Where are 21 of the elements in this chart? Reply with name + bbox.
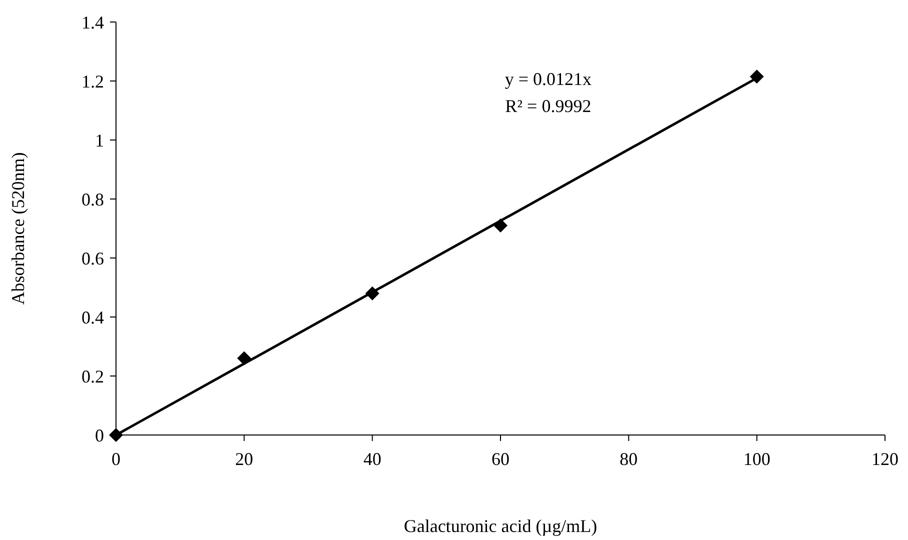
x-tick-label: 120 <box>872 449 898 469</box>
x-tick-label: 100 <box>743 449 770 469</box>
y-axis-title: Absorbance (520nm) <box>8 152 28 305</box>
y-tick-label: 1.2 <box>82 71 104 92</box>
annotation: y = 0.0121x <box>504 69 592 89</box>
y-tick-label: 0.6 <box>82 248 104 268</box>
y-tick-label: 0.4 <box>82 307 104 328</box>
y-tick-label: 0.2 <box>82 366 104 386</box>
point <box>109 428 123 442</box>
x-axis-title: Galacturonic acid (µg/mL) <box>404 516 598 536</box>
y-tick-label: 0 <box>95 425 104 446</box>
y-tick-label: 1.4 <box>82 12 104 32</box>
x-tick-label: 40 <box>363 449 382 469</box>
x-tick-label: 20 <box>235 449 254 469</box>
x-tick-label: 60 <box>492 449 510 469</box>
y-tick-label: 0.8 <box>82 189 104 210</box>
x-tick-label: 0 <box>112 449 120 469</box>
annotation: R² = 0.9992 <box>505 96 592 116</box>
y-tick-label: 1 <box>95 130 104 150</box>
point <box>750 70 764 84</box>
x-tick-label: 80 <box>620 449 638 469</box>
